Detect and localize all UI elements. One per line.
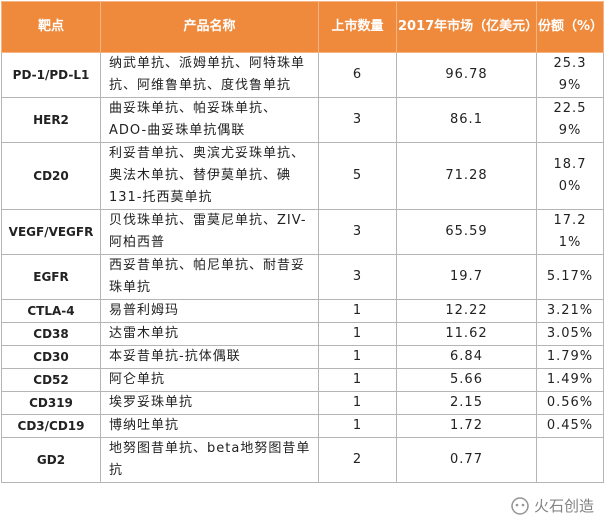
count-cell: 1 <box>318 391 397 415</box>
target-cell: CD20 <box>1 142 101 210</box>
product-cell: 西妥昔单抗、帕尼单抗、耐昔妥珠单抗 <box>100 254 319 300</box>
header-row: 靶点 产品名称 上市数量 2017年市场（亿美元） 份额（%） <box>1 1 604 53</box>
target-cell: VEGF/VEGFR <box>1 209 101 255</box>
market-cell: 5.66 <box>396 368 537 392</box>
table-row: CD30 本妥昔单抗-抗体偶联 1 6.84 1.79% <box>1 345 604 369</box>
market-cell: 1.72 <box>396 414 537 438</box>
market-cell: 86.1 <box>396 97 537 143</box>
table-row: EGFR 西妥昔单抗、帕尼单抗、耐昔妥珠单抗 3 19.7 5.17% <box>1 254 604 300</box>
watermark-icon <box>511 496 529 515</box>
product-cell: 地努图昔单抗、beta地努图昔单抗 <box>100 437 319 483</box>
target-cell: CD319 <box>1 391 101 415</box>
count-cell: 5 <box>318 142 397 210</box>
table-row: CD20 利妥昔单抗、奥滨尤妥珠单抗、奥法木单抗、替伊莫单抗、碘131-托西莫单抗… <box>1 142 604 210</box>
count-cell: 1 <box>318 322 397 346</box>
target-cell: CD38 <box>1 322 101 346</box>
table-row: CD319 埃罗妥珠单抗 1 2.15 0.56% <box>1 391 604 415</box>
share-cell: 22.59% <box>536 97 604 143</box>
share-cell: 18.70% <box>536 142 604 210</box>
share-cell: 0.56% <box>536 391 604 415</box>
product-cell: 埃罗妥珠单抗 <box>100 391 319 415</box>
share-cell: 3.05% <box>536 322 604 346</box>
market-cell: 2.15 <box>396 391 537 415</box>
count-cell: 3 <box>318 97 397 143</box>
count-cell: 2 <box>318 437 397 483</box>
count-cell: 3 <box>318 254 397 300</box>
table-row: CD38 达雷木单抗 1 11.62 3.05% <box>1 322 604 346</box>
watermark-text: 火石创造 <box>533 497 594 515</box>
header-cell: 2017年市场（亿美元） <box>396 1 538 53</box>
product-cell: 博纳吐单抗 <box>100 414 319 438</box>
target-cell: GD2 <box>1 437 101 483</box>
count-cell: 3 <box>318 209 397 255</box>
count-cell: 1 <box>318 299 397 323</box>
target-cell: CTLA-4 <box>1 299 101 323</box>
table-row: GD2 地努图昔单抗、beta地努图昔单抗 2 0.77 <box>1 437 604 483</box>
target-cell: CD30 <box>1 345 101 369</box>
count-cell: 6 <box>318 52 397 98</box>
header-cell: 产品名称 <box>100 1 319 53</box>
product-cell: 易普利姆玛 <box>100 299 319 323</box>
table-body: PD-1/PD-L1 纳武单抗、派姆单抗、阿特珠单抗、阿维鲁单抗、度伐鲁单抗 6 96… <box>1 52 604 483</box>
market-cell: 19.7 <box>396 254 537 300</box>
table-row: CTLA-4 易普利姆玛 1 12.22 3.21% <box>1 299 604 323</box>
watermark: 火石创造 <box>510 495 594 516</box>
product-cell: 贝伐珠单抗、雷莫尼单抗、ZIV-阿柏西普 <box>100 209 319 255</box>
share-cell: 25.39% <box>536 52 604 98</box>
market-cell: 6.84 <box>396 345 537 369</box>
share-cell: 1.79% <box>536 345 604 369</box>
header-cell: 靶点 <box>1 1 101 53</box>
product-cell: 利妥昔单抗、奥滨尤妥珠单抗、奥法木单抗、替伊莫单抗、碘131-托西莫单抗 <box>100 142 319 210</box>
market-cell: 96.78 <box>396 52 537 98</box>
table-row: CD3/CD19 博纳吐单抗 1 1.72 0.45% <box>1 414 604 438</box>
market-cell: 65.59 <box>396 209 537 255</box>
header-cell: 份额（%） <box>536 1 604 53</box>
target-cell: PD-1/PD-L1 <box>1 52 101 98</box>
table-row: PD-1/PD-L1 纳武单抗、派姆单抗、阿特珠单抗、阿维鲁单抗、度伐鲁单抗 6 96… <box>1 52 604 98</box>
share-cell: 0.45% <box>536 414 604 438</box>
target-cell: HER2 <box>1 97 101 143</box>
product-cell: 本妥昔单抗-抗体偶联 <box>100 345 319 369</box>
market-cell: 71.28 <box>396 142 537 210</box>
share-cell: 3.21% <box>536 299 604 323</box>
product-cell: 达雷木单抗 <box>100 322 319 346</box>
table-row: HER2 曲妥珠单抗、帕妥珠单抗、ADO-曲妥珠单抗偶联 3 86.1 22.59% <box>1 97 604 143</box>
count-cell: 1 <box>318 368 397 392</box>
market-cell: 11.62 <box>396 322 537 346</box>
market-cell: 12.22 <box>396 299 537 323</box>
product-cell: 曲妥珠单抗、帕妥珠单抗、ADO-曲妥珠单抗偶联 <box>100 97 319 143</box>
market-cell: 0.77 <box>396 437 537 483</box>
target-cell: EGFR <box>1 254 101 300</box>
target-cell: CD52 <box>1 368 101 392</box>
share-cell <box>536 437 604 483</box>
data-table: 靶点 产品名称 上市数量 2017年市场（亿美元） 份额（%） PD-1/PD-L1 纳武… <box>1 1 604 483</box>
target-cell: CD3/CD19 <box>1 414 101 438</box>
count-cell: 1 <box>318 345 397 369</box>
product-cell: 阿仑单抗 <box>100 368 319 392</box>
share-cell: 17.21% <box>536 209 604 255</box>
product-cell: 纳武单抗、派姆单抗、阿特珠单抗、阿维鲁单抗、度伐鲁单抗 <box>100 52 319 98</box>
table-row: CD52 阿仑单抗 1 5.66 1.49% <box>1 368 604 392</box>
share-cell: 5.17% <box>536 254 604 300</box>
header-cell: 上市数量 <box>318 1 397 53</box>
count-cell: 1 <box>318 414 397 438</box>
table-row: VEGF/VEGFR 贝伐珠单抗、雷莫尼单抗、ZIV-阿柏西普 3 65.59 17.2… <box>1 209 604 255</box>
share-cell: 1.49% <box>536 368 604 392</box>
